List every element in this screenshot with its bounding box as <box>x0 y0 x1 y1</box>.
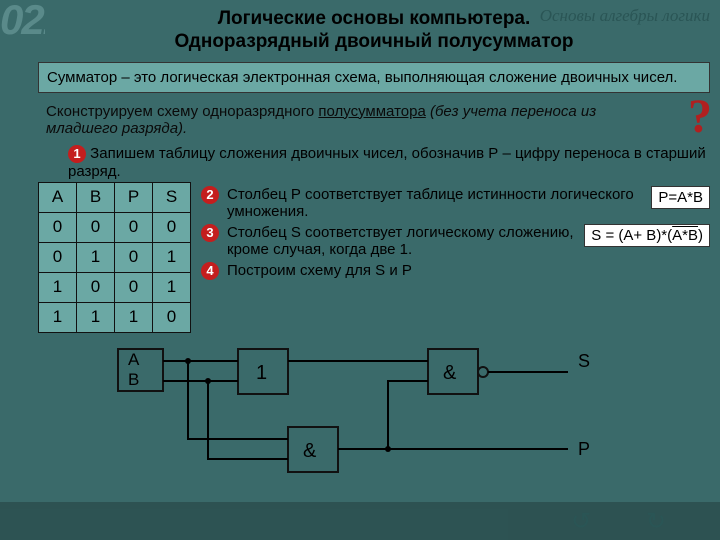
th: S <box>153 182 191 212</box>
td: 1 <box>39 272 77 302</box>
td: 0 <box>39 212 77 242</box>
step-1: 1 Запишем таблицу сложения двоичных чисе… <box>68 145 710 180</box>
title-line-1: Логические основы компьютера. <box>218 8 531 29</box>
td: 1 <box>115 302 153 332</box>
step-badge-1: 1 <box>68 145 86 163</box>
td: 1 <box>153 242 191 272</box>
wire <box>338 381 428 449</box>
step-badge-2: 2 <box>201 186 219 204</box>
step-2: 2 Столбец Р соответствует таблице истинн… <box>201 186 710 220</box>
th: P <box>115 182 153 212</box>
page-title: Логические основы компьютера. Одноразряд… <box>38 8 710 54</box>
intro-prefix: Сконструируем схему одноразрядного <box>46 103 318 120</box>
td: 0 <box>153 212 191 242</box>
td: 0 <box>115 212 153 242</box>
gate-and-top-label: & <box>443 362 457 384</box>
gate-or-label: 1 <box>256 362 267 384</box>
td: 1 <box>153 272 191 302</box>
step-badge-3: 3 <box>201 224 219 242</box>
wire <box>208 381 288 459</box>
title-line-2: Одноразрядный двоичный полусумматор <box>174 31 573 52</box>
td: 0 <box>77 212 115 242</box>
label-s: S <box>578 351 590 371</box>
junction-dot <box>185 358 191 364</box>
definition-box: Сумматор – это логическая электронная сх… <box>38 62 710 93</box>
td: 1 <box>39 302 77 332</box>
junction-dot <box>205 378 211 384</box>
slide-content: Логические основы компьютера. Одноразряд… <box>38 8 710 492</box>
intro-text: Сконструируем схему одноразрядного полус… <box>38 99 710 141</box>
step-3: 3 Столбец S соответствует логическому сл… <box>201 224 710 258</box>
steps-column: 2 Столбец Р соответствует таблице истинн… <box>201 182 710 284</box>
th: A <box>39 182 77 212</box>
label-p: P <box>578 439 590 459</box>
step-4: 4 Построим схему для S и P <box>201 262 710 280</box>
table-row: 0101 <box>39 242 191 272</box>
td: 0 <box>77 272 115 302</box>
step-3-text: Столбец S соответствует логическому слож… <box>227 224 576 258</box>
th: B <box>77 182 115 212</box>
label-a: A <box>128 350 140 369</box>
intro-underlined: полусумматора <box>318 103 425 120</box>
table-row: A B P S <box>39 182 191 212</box>
question-mark-icon: ? <box>688 89 712 144</box>
td: 0 <box>115 242 153 272</box>
step-badge-4: 4 <box>201 262 219 280</box>
td: 1 <box>77 242 115 272</box>
td: 0 <box>39 242 77 272</box>
step-1-text: Запишем таблицу сложения двоичных чисел,… <box>68 145 706 180</box>
td: 0 <box>115 272 153 302</box>
not-bubble <box>478 367 488 377</box>
logic-schema: A B 1 & & <box>98 347 710 492</box>
td: 0 <box>153 302 191 332</box>
truth-table: A B P S 0000 0101 1001 1110 <box>38 182 191 333</box>
gate-and-bottom-label: & <box>303 440 317 462</box>
step-4-text: Построим схему для S и P <box>227 262 710 279</box>
formula-s: S = (A+ B)*(A*B) <box>584 224 710 247</box>
input-box <box>118 349 163 391</box>
formula-p: P=A*B <box>651 186 710 209</box>
label-b: B <box>128 370 139 389</box>
mid-section: A B P S 0000 0101 1001 1110 2 Столбец Р … <box>38 182 710 333</box>
schema-svg: A B 1 & & <box>98 347 618 487</box>
step-2-text: Столбец Р соответствует таблице истиннос… <box>227 186 643 220</box>
junction-dot <box>385 446 391 452</box>
table-row: 1110 <box>39 302 191 332</box>
table-row: 0000 <box>39 212 191 242</box>
intro-row: Сконструируем схему одноразрядного полус… <box>38 99 710 141</box>
table-row: 1001 <box>39 272 191 302</box>
td: 1 <box>77 302 115 332</box>
nav-arrows-icon[interactable]: ↺ ↻ <box>571 507 690 536</box>
